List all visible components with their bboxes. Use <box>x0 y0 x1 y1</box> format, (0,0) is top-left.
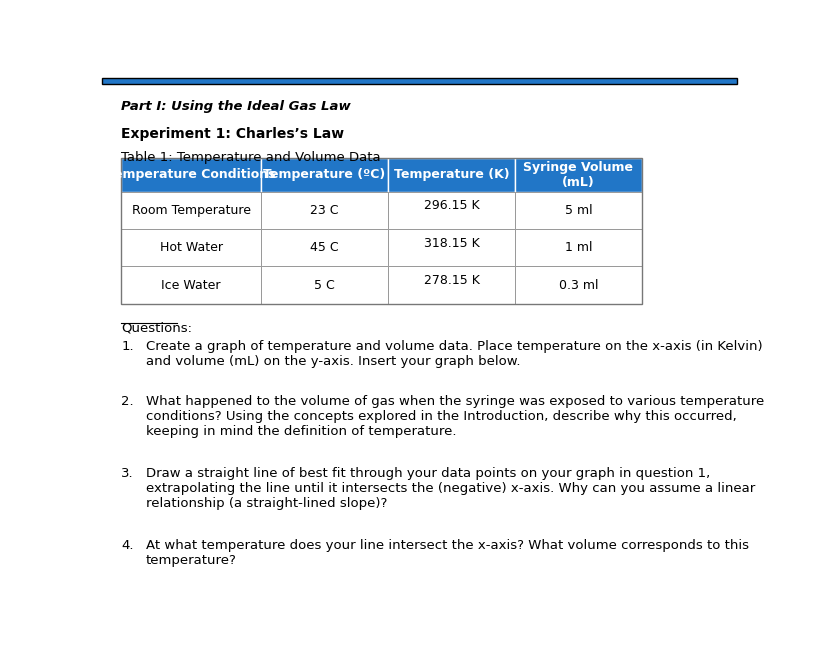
FancyBboxPatch shape <box>121 192 261 229</box>
Text: 23 C: 23 C <box>310 204 339 217</box>
Text: 318.15 K: 318.15 K <box>423 237 479 250</box>
Text: Ice Water: Ice Water <box>161 279 221 292</box>
Text: Draw a straight line of best fit through your data points on your graph in quest: Draw a straight line of best fit through… <box>146 467 755 510</box>
Text: 1.: 1. <box>121 340 134 353</box>
FancyBboxPatch shape <box>515 229 642 267</box>
FancyBboxPatch shape <box>121 229 261 267</box>
FancyBboxPatch shape <box>388 229 515 267</box>
FancyBboxPatch shape <box>515 158 642 192</box>
Text: 278.15 K: 278.15 K <box>423 274 479 287</box>
Text: At what temperature does your line intersect the x-axis? What volume corresponds: At what temperature does your line inter… <box>146 539 749 567</box>
FancyBboxPatch shape <box>515 192 642 229</box>
Text: Hot Water: Hot Water <box>160 241 223 254</box>
FancyBboxPatch shape <box>388 158 515 192</box>
Text: 296.15 K: 296.15 K <box>423 199 479 212</box>
Text: 45 C: 45 C <box>310 241 339 254</box>
FancyBboxPatch shape <box>261 229 388 267</box>
Text: 5 ml: 5 ml <box>564 204 592 217</box>
FancyBboxPatch shape <box>388 267 515 304</box>
FancyBboxPatch shape <box>121 158 261 192</box>
Text: Room Temperature: Room Temperature <box>132 204 251 217</box>
FancyBboxPatch shape <box>515 267 642 304</box>
Text: Syringe Volume
(mL): Syringe Volume (mL) <box>523 161 633 189</box>
Text: 2.: 2. <box>121 395 134 408</box>
Text: Create a graph of temperature and volume data. Place temperature on the x-axis (: Create a graph of temperature and volume… <box>146 340 762 368</box>
Text: 0.3 ml: 0.3 ml <box>559 279 598 292</box>
Text: Questions:: Questions: <box>121 322 192 334</box>
Text: 1 ml: 1 ml <box>564 241 592 254</box>
FancyBboxPatch shape <box>261 267 388 304</box>
FancyBboxPatch shape <box>121 267 261 304</box>
Text: Temperature (K): Temperature (K) <box>394 168 509 181</box>
FancyBboxPatch shape <box>261 158 388 192</box>
Text: What happened to the volume of gas when the syringe was exposed to various tempe: What happened to the volume of gas when … <box>146 395 764 439</box>
Text: 3.: 3. <box>121 467 134 480</box>
Text: Table 1: Temperature and Volume Data: Table 1: Temperature and Volume Data <box>121 151 381 164</box>
Text: Temperature (ºC): Temperature (ºC) <box>264 168 386 181</box>
Text: Temperature Conditions: Temperature Conditions <box>107 168 275 181</box>
Text: 5 C: 5 C <box>314 279 335 292</box>
Text: 4.: 4. <box>121 539 134 552</box>
FancyBboxPatch shape <box>261 192 388 229</box>
Text: Part I: Using the Ideal Gas Law: Part I: Using the Ideal Gas Law <box>121 100 351 113</box>
FancyBboxPatch shape <box>102 78 737 83</box>
Text: Experiment 1: Charles’s Law: Experiment 1: Charles’s Law <box>121 127 345 142</box>
FancyBboxPatch shape <box>388 192 515 229</box>
